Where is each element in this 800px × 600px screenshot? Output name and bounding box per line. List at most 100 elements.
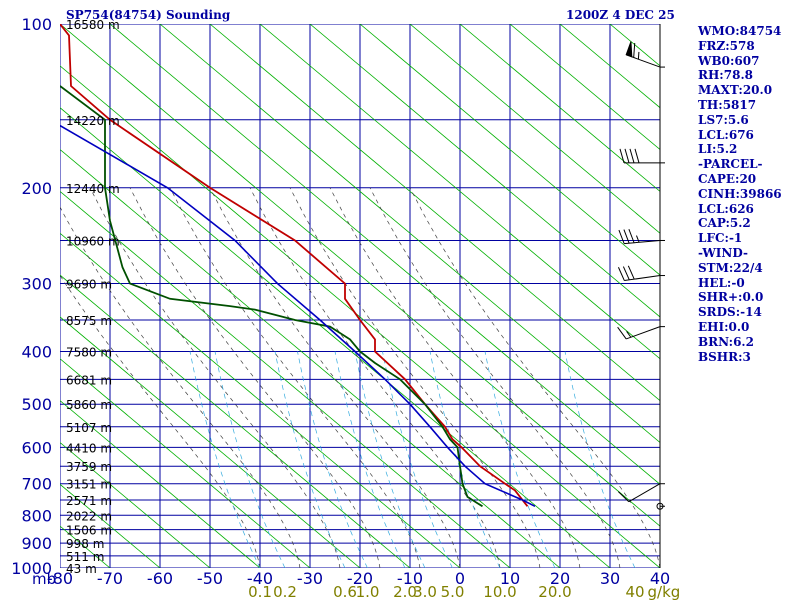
temperature-tick-label: -20	[347, 569, 373, 588]
height-label: 998 m	[66, 537, 104, 551]
index-item: FRZ:578	[698, 38, 755, 53]
mixing-ratio-line	[334, 351, 406, 568]
pressure-tick-label: 500	[21, 395, 52, 414]
mixing-ratio-line	[189, 351, 261, 568]
height-label: 5107 m	[66, 421, 112, 435]
temperature-tick-label: -60	[147, 569, 173, 588]
parcel-profile	[60, 124, 536, 508]
index-item: SRDS:-14	[698, 305, 762, 320]
dry-adiabat	[409, 24, 660, 234]
height-label: 7580 m	[66, 346, 112, 360]
mixing-ratio-label: 2.0	[393, 583, 417, 600]
mixing-ratio-label: 40	[625, 583, 644, 600]
dewpoint-profile	[60, 85, 483, 508]
moist-adiabat	[329, 187, 581, 568]
temperature-tick-label: -50	[197, 569, 223, 588]
wind-barb-shaft	[626, 326, 661, 340]
mixing-ratio-unit: g/kg	[648, 583, 681, 600]
index-item: SHR+:0.0	[698, 290, 764, 305]
moist-adiabat	[169, 187, 421, 568]
height-label: 3151 m	[66, 478, 112, 492]
temperature-tick-label: -40	[247, 569, 273, 588]
temperature-tick-label: -10	[397, 569, 423, 588]
moist-adiabat	[129, 187, 381, 568]
wind-barb	[634, 148, 640, 164]
pressure-tick-label: 900	[21, 534, 52, 553]
dry-adiabat	[60, 149, 561, 568]
wind-half-barb	[636, 235, 640, 243]
mixing-ratio-line	[297, 351, 368, 568]
diagram-grid	[60, 24, 660, 568]
sounding-profiles	[60, 24, 536, 508]
index-item: BSHR:3	[698, 349, 751, 364]
pressure-tick-label: 400	[21, 343, 52, 362]
wind-barb-shaft	[624, 239, 661, 245]
wind-barb-shaft	[628, 483, 661, 503]
moist-adiabat	[60, 206, 301, 568]
mixing-ratio-line	[354, 351, 426, 568]
height-label: 1506 m	[66, 524, 112, 538]
dry-adiabat	[259, 24, 660, 360]
pressure-tick-label: 1000	[11, 559, 52, 578]
index-item: BRN:6.2	[698, 334, 754, 349]
pressure-tick-label: 700	[21, 475, 52, 494]
wind-barb-shaft	[624, 275, 661, 282]
station-title: SP754(84754) Sounding	[66, 8, 231, 22]
height-label: 12440 m	[66, 182, 120, 196]
temperature-tick-label: -30	[297, 569, 323, 588]
dry-adiabat	[60, 190, 511, 568]
index-item: CAPE:20	[698, 171, 757, 186]
mixing-ratio-label: 5.0	[441, 583, 465, 600]
mixing-ratio-label: 0.2	[273, 583, 297, 600]
moist-adiabat	[369, 187, 621, 568]
height-label: 4410 m	[66, 441, 112, 455]
dry-adiabat	[60, 232, 461, 568]
pressure-tick-label: 800	[21, 506, 52, 525]
mixing-ratio-label: 3.0	[413, 583, 437, 600]
mixing-ratio-label: 20.0	[538, 583, 571, 600]
wind-barb	[619, 148, 625, 164]
dry-adiabat	[209, 24, 660, 402]
dry-adiabat	[509, 24, 660, 151]
height-label: 2022 m	[66, 509, 112, 523]
dry-adiabat	[60, 65, 660, 568]
moist-adiabat	[289, 187, 541, 568]
height-label: 16580 m	[66, 18, 120, 32]
index-item: WMO:84754	[698, 24, 782, 38]
pressure-tick-label: 600	[21, 438, 52, 457]
dry-adiabat	[60, 107, 611, 568]
index-item: LS7:5.6	[698, 112, 749, 127]
calm-wind-mark	[656, 502, 664, 510]
dry-adiabat	[309, 24, 660, 318]
wind-half-barb	[626, 331, 632, 338]
index-item: EHI:0.0	[698, 319, 750, 334]
height-label: 43 m	[66, 562, 97, 576]
wind-barb	[622, 266, 630, 281]
pressure-tick-label: 300	[21, 275, 52, 294]
temperature-tick-label: 30	[600, 569, 620, 588]
wind-barb	[618, 229, 625, 244]
wind-barb	[624, 148, 630, 164]
mixing-ratio-line	[214, 351, 286, 568]
mixing-ratio-label: 0.6	[333, 583, 357, 600]
mixing-ratio-line	[382, 351, 453, 568]
height-label: 10960 m	[66, 234, 120, 248]
index-item: -WIND-	[698, 245, 748, 260]
height-label: 2571 m	[66, 494, 112, 508]
mixing-ratio-label: 0.1	[248, 583, 272, 600]
stability-indices: WMO:84754 FRZ:578 WB0:607 RH:78.8 MAXT:20.0 T…	[698, 24, 782, 364]
wind-barb	[628, 228, 635, 243]
height-label: 3759 m	[66, 460, 112, 474]
wind-barb	[633, 42, 636, 58]
index-item: TH:5817	[698, 97, 757, 112]
index-item: STM:22/4	[698, 260, 763, 275]
moist-adiabat	[89, 187, 341, 568]
wind-barb	[627, 265, 635, 280]
height-label: 8575 m	[66, 314, 112, 328]
dry-adiabat	[60, 274, 411, 568]
temperature-tick-label: 10	[500, 569, 520, 588]
index-item: CAP:5.2	[698, 216, 751, 231]
moist-adiabat	[409, 187, 660, 568]
index-item: LI:5.2	[698, 142, 738, 157]
